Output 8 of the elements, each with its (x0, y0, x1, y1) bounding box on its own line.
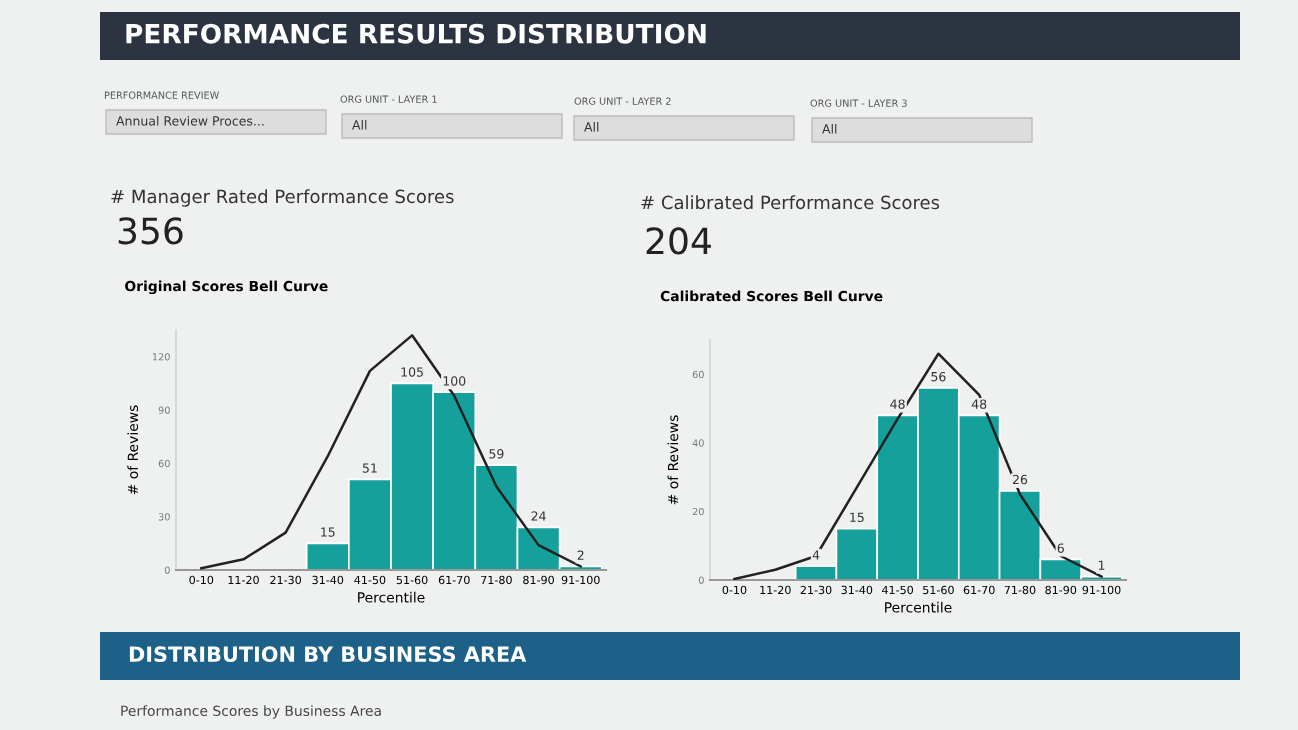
text: DISTRIBUTION BY BUSINESS AREA (129, 646, 527, 663)
text: 356 (118, 217, 183, 245)
text: # Manager Rated Performance Scores (111, 189, 454, 207)
line-series (733, 352, 1103, 580)
text: # Calibrated Performance Scores (641, 195, 940, 210)
text: PERFORMANCE RESULTS DISTRIBUTION (126, 23, 706, 44)
line-series (200, 334, 582, 570)
text: 204 (646, 227, 711, 255)
